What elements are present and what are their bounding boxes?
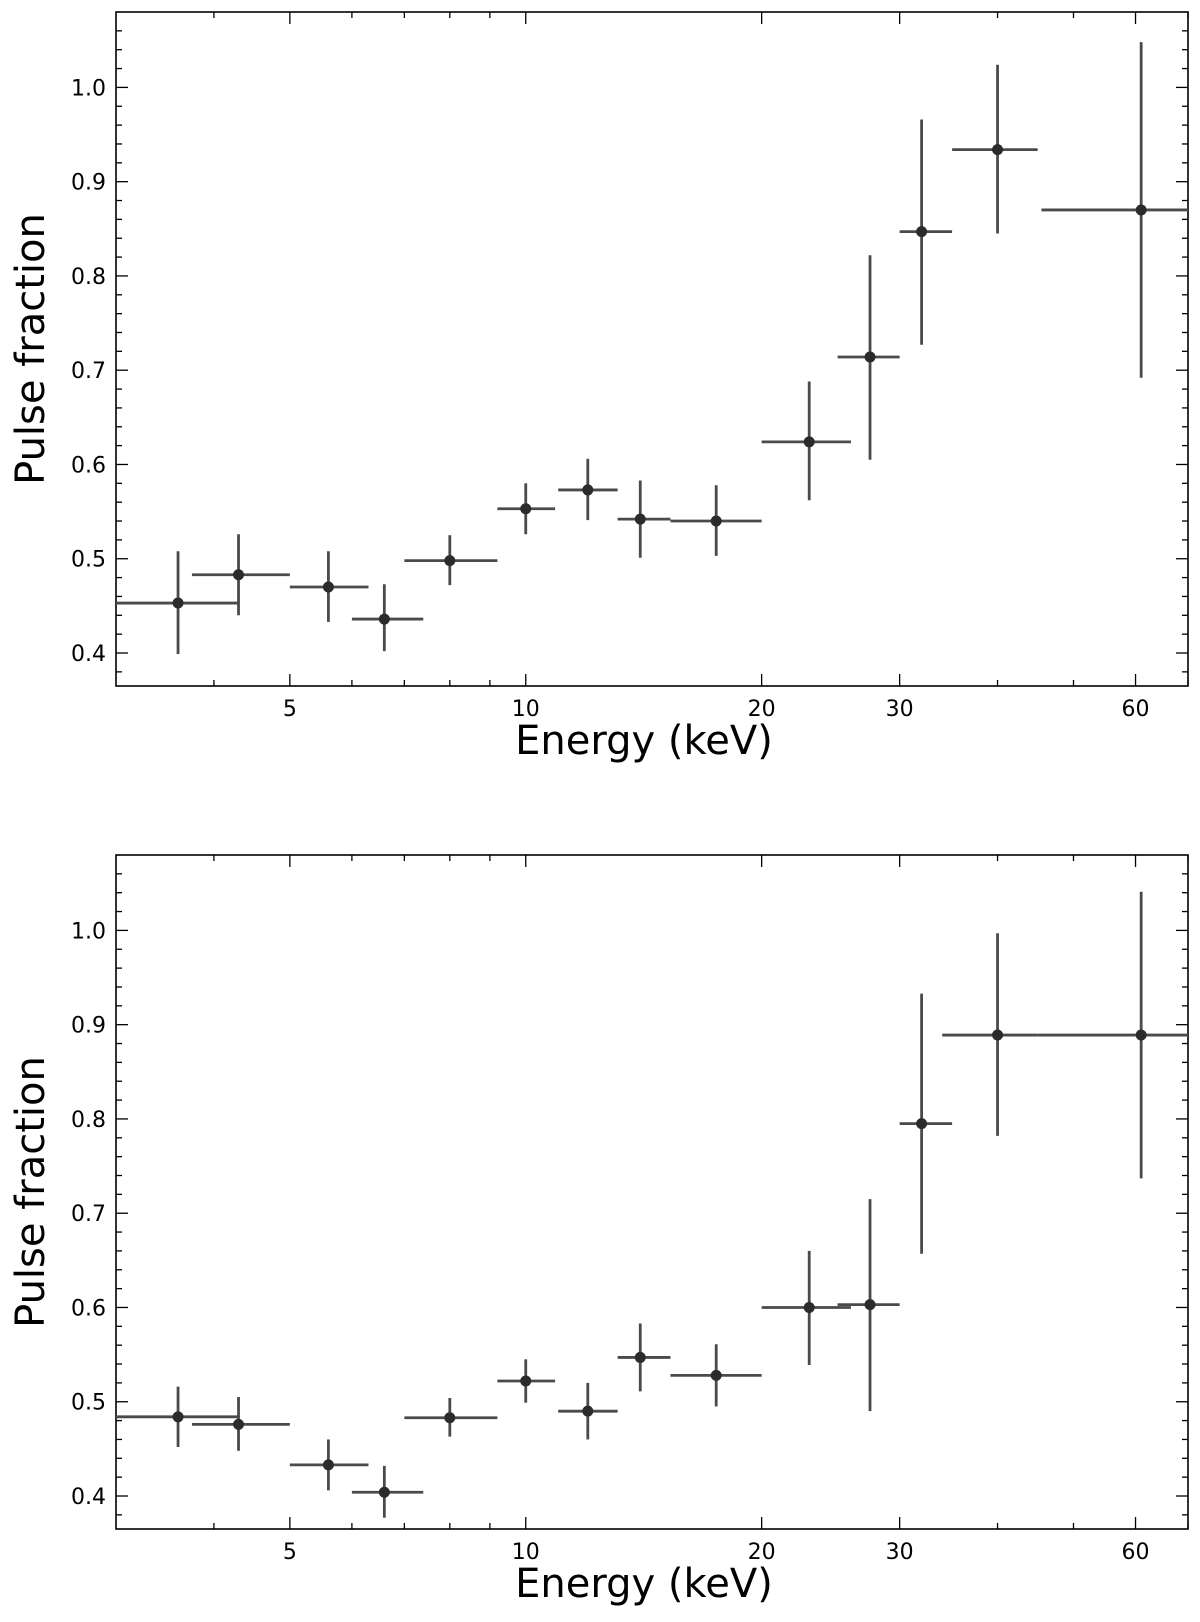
data-point (1135, 1029, 1147, 1041)
y-tick-label: 0.4 (71, 642, 106, 667)
data-point (864, 351, 876, 363)
y-tick-label: 0.6 (71, 1296, 106, 1321)
chart-panel-2: 0.4 0.5 0.6 0.7 0.8 0.9 1.0 5 10 20 30 60 Energy (ke… (8, 854, 1189, 1607)
y-tick-label: 0.5 (71, 1391, 106, 1416)
x-tick-label: 10 (512, 697, 540, 722)
x-tick-label: 10 (512, 1540, 540, 1565)
y-tick-label: 0.9 (71, 171, 106, 196)
data-series (116, 891, 1188, 1518)
data-point (322, 581, 334, 593)
data-point (520, 1375, 532, 1387)
data-point (322, 1459, 334, 1471)
data-point (992, 1029, 1004, 1041)
data-point (444, 555, 456, 567)
y-tick-label: 0.4 (71, 1485, 106, 1510)
y-tick-label: 1.0 (71, 919, 106, 944)
y-tick-label: 0.8 (71, 265, 106, 290)
y-tick-label: 0.5 (71, 548, 106, 573)
data-point (172, 597, 184, 609)
x-tick-label: 30 (886, 1540, 914, 1565)
y-axis-label: Pulse fraction (8, 213, 54, 485)
plot-frame (115, 854, 1189, 1530)
y-tick-label: 0.6 (71, 453, 106, 478)
y-tick-label: 0.9 (71, 1014, 106, 1039)
y-tick-label: 0.7 (71, 1202, 106, 1227)
data-point (634, 513, 646, 525)
x-tick-label: 5 (283, 697, 297, 722)
data-point (233, 569, 245, 581)
data-point (1135, 204, 1147, 216)
data-point (233, 1418, 245, 1430)
data-point (916, 1118, 928, 1130)
data-point (378, 613, 390, 625)
data-point (803, 1301, 815, 1313)
x-tick-label: 60 (1122, 1540, 1150, 1565)
x-tick-label: 20 (748, 697, 776, 722)
data-series (116, 42, 1188, 654)
data-point (444, 1412, 456, 1424)
data-point (520, 503, 532, 515)
data-point (803, 436, 815, 448)
data-point (864, 1299, 876, 1311)
x-tick-label: 60 (1122, 697, 1150, 722)
y-tick-label: 1.0 (71, 76, 106, 101)
data-point (582, 1405, 594, 1417)
data-point (634, 1351, 646, 1363)
y-axis-label: Pulse fraction (8, 1056, 54, 1328)
data-point (710, 515, 722, 527)
data-point (378, 1486, 390, 1498)
data-point (710, 1369, 722, 1381)
chart-panel-1: 0.4 0.5 0.6 0.7 0.8 0.9 1.0 5 10 20 30 60 Energy (ke… (8, 11, 1189, 764)
x-tick-label: 30 (886, 697, 914, 722)
y-tick-label: 0.7 (71, 359, 106, 384)
plot-frame (115, 11, 1189, 687)
x-axis-label: Energy (keV) (515, 718, 773, 764)
x-tick-label: 5 (283, 1540, 297, 1565)
y-tick-label: 0.8 (71, 1108, 106, 1133)
data-point (582, 484, 594, 496)
data-point (172, 1411, 184, 1423)
x-tick-label: 20 (748, 1540, 776, 1565)
data-point (916, 226, 928, 238)
data-point (992, 144, 1004, 156)
x-axis-label: Energy (keV) (515, 1561, 773, 1607)
